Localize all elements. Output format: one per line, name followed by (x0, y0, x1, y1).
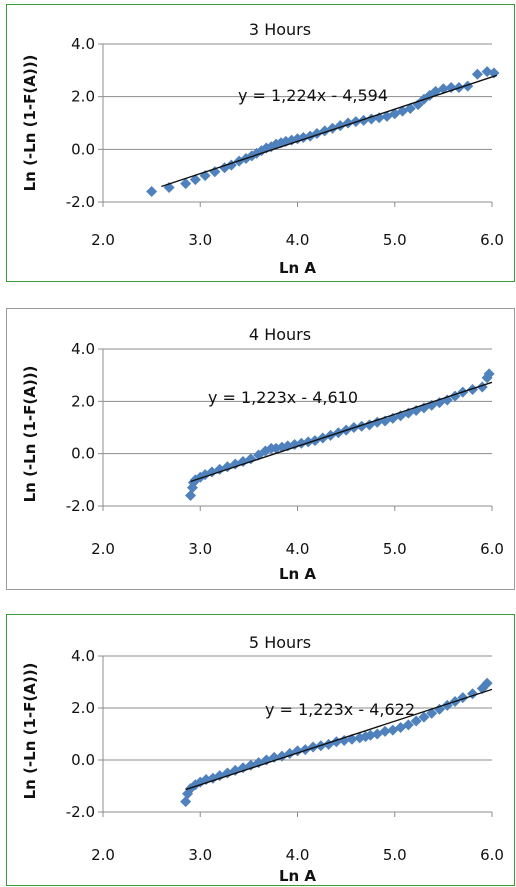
data-point (302, 436, 314, 448)
y-tick-label: -2.0 (66, 803, 95, 821)
trendline-equation: y = 1,224x - 4,594 (238, 86, 388, 105)
data-point (356, 420, 368, 432)
y-tick-label: 0.0 (71, 751, 95, 769)
data-point (180, 796, 192, 808)
chart-panel-4-hours: 4.0 2.0 0.0 -2.0 2.0 3.0 4.0 5.0 6.0 y = 1,223x -… (6, 308, 515, 590)
data-point (245, 453, 257, 465)
data-point (259, 445, 271, 457)
data-point (379, 725, 391, 737)
y-tick-label: 2.0 (71, 392, 95, 410)
chart-title: 5 Hours (249, 633, 311, 652)
data-point (360, 731, 372, 743)
data-point (338, 735, 350, 746)
x-tick-label: 6.0 (480, 846, 504, 864)
data-point (358, 114, 370, 126)
x-tick-label: 4.0 (286, 540, 310, 558)
y-axis-label: Ln (-Ln (1-F(A))) (21, 55, 39, 192)
data-point (433, 397, 445, 409)
chart-svg: 4.0 2.0 0.0 -2.0 2.0 3.0 4.0 5.0 6.0 y = 1,223x -… (21, 633, 504, 885)
data-point (330, 736, 342, 748)
x-tick-label: 5.0 (383, 540, 407, 558)
data-point (182, 788, 194, 800)
x-tick-label: 3.0 (188, 540, 212, 558)
data-point (185, 490, 197, 502)
data-point (418, 711, 430, 723)
trendline (185, 688, 493, 791)
x-tick-label: 6.0 (480, 540, 504, 558)
y-tick-label: 4.0 (71, 340, 95, 358)
data-point (387, 724, 399, 736)
data-point (410, 715, 422, 727)
data-point (483, 368, 495, 380)
data-point (364, 729, 376, 741)
data-point (299, 744, 311, 756)
chart-svg: 4.0 2.0 0.0 -2.0 2.0 3.0 4.0 5.0 6.0 y = 1,223x -… (21, 325, 504, 583)
y-tick-label: 4.0 (71, 35, 95, 53)
data-point (467, 384, 479, 396)
data-point (402, 719, 414, 731)
trendline (161, 74, 498, 188)
data-point (214, 770, 226, 782)
trendline-equation: y = 1,223x - 4,610 (208, 388, 358, 407)
y-axis-label: Ln (-Ln (1-F(A))) (21, 663, 39, 800)
data-point (481, 677, 493, 689)
data-point (292, 745, 303, 757)
y-tick-label: -2.0 (66, 497, 95, 515)
x-tick-label: 2.0 (91, 846, 115, 864)
x-tick-label: 5.0 (383, 231, 407, 249)
chart-title: 4 Hours (249, 325, 311, 344)
x-tick-label: 6.0 (480, 231, 504, 249)
data-point (307, 741, 319, 753)
chart-title: 3 Hours (249, 20, 311, 39)
data-point (471, 68, 483, 80)
y-tick-label: 0.0 (71, 140, 95, 158)
x-axis-label: Ln A (279, 259, 316, 277)
data-point (433, 703, 445, 715)
y-tick-label: 4.0 (71, 647, 95, 665)
data-point (476, 381, 488, 393)
y-tick-label: 2.0 (71, 699, 95, 717)
data-point (268, 751, 280, 763)
y-tick-label: -2.0 (66, 193, 95, 211)
chart-panel-3-hours: 4.0 2.0 0.0 -2.0 2.0 3.0 4.0 5.0 6.0 y = 1,224x -… (6, 4, 515, 282)
data-point (371, 416, 383, 428)
data-point (304, 130, 316, 142)
y-tick-label: 2.0 (71, 88, 95, 106)
chart-svg: 4.0 2.0 0.0 -2.0 2.0 3.0 4.0 5.0 6.0 y = 1,224x -… (21, 20, 504, 277)
data-point (194, 776, 206, 788)
data-point (146, 185, 158, 197)
x-axis-label: Ln A (279, 565, 316, 583)
data-point (481, 372, 493, 384)
data-point (467, 688, 479, 700)
chart-panel-5-hours: 4.0 2.0 0.0 -2.0 2.0 3.0 4.0 5.0 6.0 y = 1,223x -… (6, 614, 515, 886)
x-axis-label: Ln A (279, 867, 316, 885)
x-tick-label: 2.0 (91, 231, 115, 249)
y-tick-label: 0.0 (71, 445, 95, 463)
data-point (404, 103, 416, 115)
x-tick-label: 3.0 (188, 846, 212, 864)
x-tick-label: 3.0 (188, 231, 212, 249)
y-axis-label: Ln (-Ln (1-F(A))) (21, 366, 39, 503)
x-tick-label: 2.0 (91, 540, 115, 558)
x-tick-label: 4.0 (286, 231, 310, 249)
x-tick-label: 5.0 (383, 846, 407, 864)
data-point (180, 178, 192, 190)
trendline-equation: y = 1,223x - 4,622 (265, 700, 415, 719)
trendline (190, 381, 493, 483)
x-tick-label: 4.0 (286, 846, 310, 864)
data-point (441, 394, 453, 406)
